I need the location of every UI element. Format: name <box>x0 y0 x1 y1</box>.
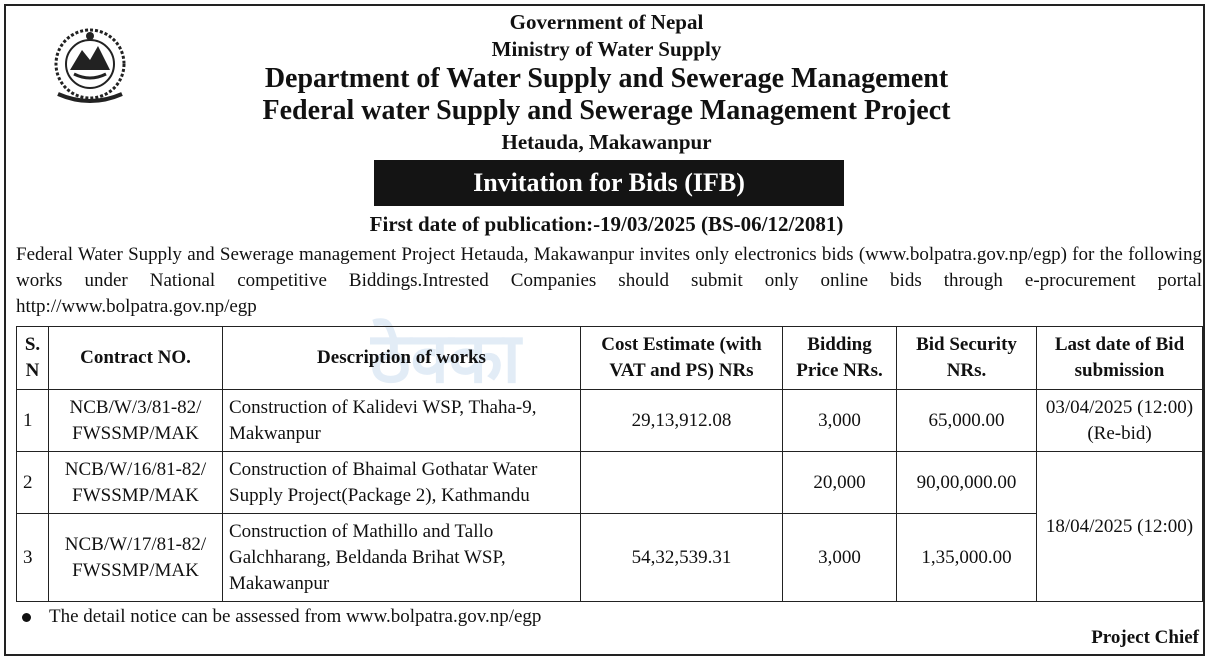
header-last-date: Last date of Bid submission <box>1036 326 1203 390</box>
cell-price: 20,000 <box>782 451 897 514</box>
cell-last-date: 18/04/2025 (12:00) <box>1036 451 1203 602</box>
table-row: 3 NCB/W/17/81-82/ FWSSMP/MAK Constructio… <box>16 513 1203 602</box>
notice-title: Invitation for Bids (IFB) <box>374 160 844 206</box>
notice-border <box>4 4 1205 656</box>
table-row: 1 NCB/W/3/81-82/ FWSSMP/MAK Construction… <box>16 389 1203 452</box>
cell-sn: 3 <box>16 513 49 602</box>
department-line: Department of Water Supply and Sewerage … <box>264 63 949 94</box>
table-row: 2 NCB/W/16/81-82/ FWSSMP/MAK Constructio… <box>16 451 1203 602</box>
header-contract: Contract NO. <box>48 326 223 390</box>
cell-price: 3,000 <box>782 389 897 452</box>
cell-sn: 2 <box>16 451 49 514</box>
header-sn: S. N <box>16 326 49 390</box>
detail-note-text: The detail notice can be assessed from w… <box>49 606 542 627</box>
bullet-icon <box>22 612 31 622</box>
header-price: Bidding Price NRs. <box>782 326 897 390</box>
cell-contract: NCB/W/16/81-82/ FWSSMP/MAK <box>48 451 223 514</box>
cell-description: Construction of Mathillo and Tallo Galch… <box>222 513 581 602</box>
cell-security: 90,00,000.00 <box>896 451 1037 514</box>
table-header-row: S. N Contract NO. Description of works C… <box>16 326 1203 390</box>
cell-description: Construction of Bhaimal Gothatar Water S… <box>222 451 581 514</box>
cell-cost <box>580 451 783 514</box>
location-line: Hetauda, Makawanpur <box>501 130 712 154</box>
bids-table: S. N Contract NO. Description of works C… <box>16 326 1203 602</box>
publication-date: First date of publication:-19/03/2025 (B… <box>369 212 844 236</box>
cell-price: 3,000 <box>782 513 897 602</box>
cell-security: 65,000.00 <box>896 389 1037 452</box>
cell-last-date: 03/04/2025 (12:00)(Re-bid) <box>1036 389 1203 452</box>
nepal-emblem-icon <box>54 28 126 103</box>
cell-description: Construction of Kalidevi WSP, Thaha-9, M… <box>222 389 581 452</box>
cell-cost: 54,32,539.31 <box>580 513 783 602</box>
project-line: Federal water Supply and Sewerage Manage… <box>262 95 951 126</box>
header-description: Description of works <box>222 326 581 390</box>
detail-note: The detail notice can be assessed from w… <box>22 606 541 628</box>
cell-cost: 29,13,912.08 <box>580 389 783 452</box>
government-line: Government of Nepal <box>509 10 704 34</box>
cell-contract: NCB/W/3/81-82/ FWSSMP/MAK <box>48 389 223 452</box>
cell-sn: 1 <box>16 389 49 452</box>
header-cost: Cost Estimate (with VAT and PS) NRs <box>580 326 783 390</box>
header-security: Bid Security NRs. <box>896 326 1037 390</box>
cell-contract: NCB/W/17/81-82/ FWSSMP/MAK <box>48 513 223 602</box>
ministry-line: Ministry of Water Supply <box>491 37 722 61</box>
cell-security: 1,35,000.00 <box>896 513 1037 602</box>
signoff: Project Chief <box>1091 627 1199 648</box>
intro-paragraph: Federal Water Supply and Sewerage manage… <box>16 244 1202 317</box>
